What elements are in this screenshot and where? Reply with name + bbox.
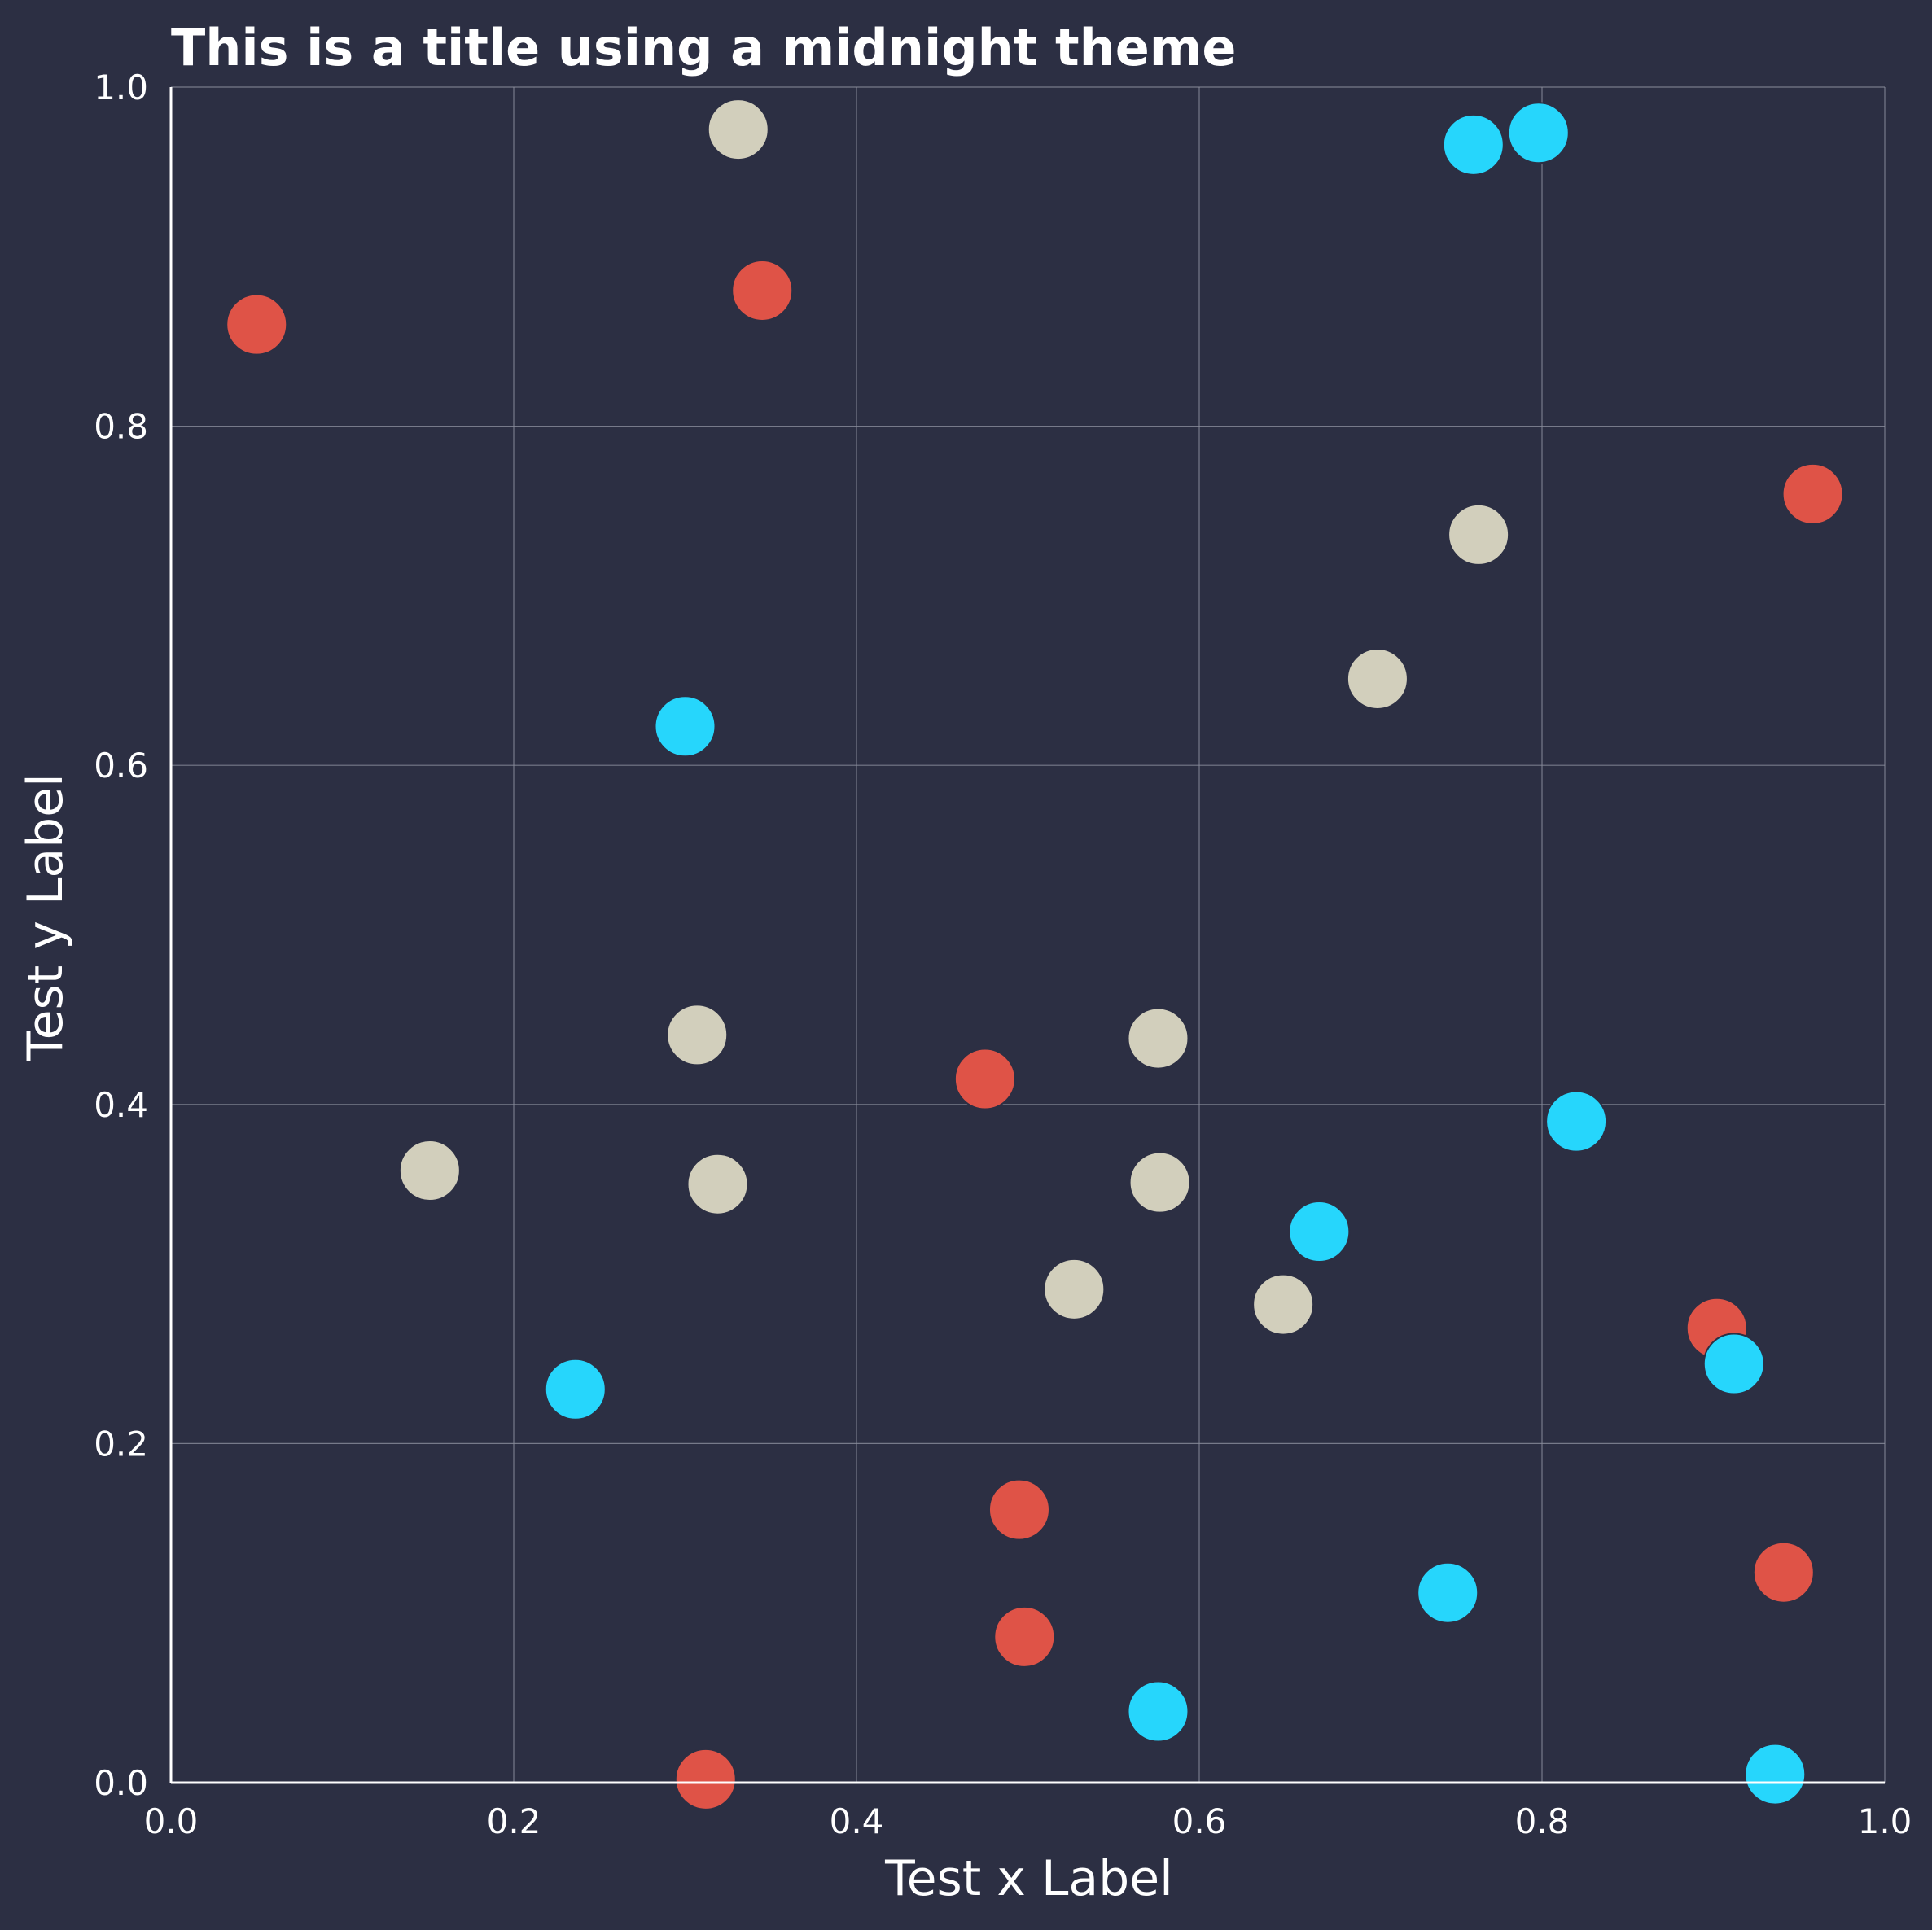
data-point [1043,1258,1106,1320]
data-point [226,293,288,356]
data-point [1442,113,1505,176]
x-tick-label: 0.8 [1515,1801,1570,1841]
x-tick-label: 0.2 [487,1801,541,1841]
y-tick-label: 0.4 [94,1085,148,1125]
data-point [1127,1007,1189,1070]
data-point [1702,1333,1765,1395]
y-tick-label: 0.2 [94,1424,148,1464]
data-point [1346,647,1408,710]
data-point [398,1140,461,1202]
x-tick-label: 0.4 [830,1801,884,1841]
data-point [674,1748,737,1810]
data-point [707,98,769,161]
y-tick-label: 0.8 [94,407,148,447]
data-point [686,1153,749,1215]
data-point [731,259,794,322]
data-point [1744,1743,1807,1805]
data-point [1128,1151,1191,1214]
data-point [953,1048,1016,1110]
data-point [1417,1561,1479,1624]
tick-labels: 0.0 0.2 0.4 0.6 0.8 1.0 0.0 0.2 0.4 0.6 0.8 1.0 [94,68,1912,1841]
data-point [993,1605,1056,1668]
data-point [654,695,716,758]
x-tick-label: 0.6 [1172,1801,1227,1841]
x-tick-label: 1.0 [1858,1801,1912,1841]
chart-title: This is a title using a midnight theme [171,18,1236,77]
data-point [1507,102,1570,164]
data-point [1448,503,1510,566]
data-point [1252,1273,1315,1336]
x-tick-label: 0.0 [144,1801,199,1841]
data-point [1781,462,1844,525]
data-point [666,1004,729,1066]
data-point [1752,1541,1815,1604]
data-point [1288,1201,1351,1263]
data-point [1127,1680,1189,1743]
data-point [988,1478,1050,1541]
y-tick-label: 0.6 [94,746,148,786]
data-point [1545,1090,1608,1153]
grid [170,86,1886,1783]
data-points [226,98,1844,1810]
data-point [544,1358,607,1420]
y-axis-label: Test y Label [17,773,74,1062]
x-axis-label: Test x Label [884,1850,1173,1907]
axes [169,87,1885,1784]
y-tick-label: 0.0 [94,1763,148,1803]
y-tick-label: 1.0 [94,68,148,107]
